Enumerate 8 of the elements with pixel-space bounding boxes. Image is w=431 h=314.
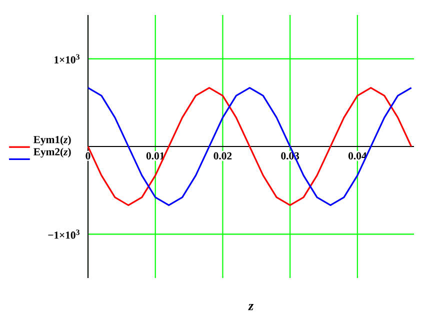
x-tick-label: 0 (86, 152, 90, 160)
x-tick-label: 0.01 (146, 152, 164, 160)
x-axis-title: z (248, 304, 254, 310)
x-tick-label: 0.02 (214, 152, 232, 160)
y-tick-label: −1×10$^{3}$ (48, 230, 80, 239)
legend-label: Eym2(z) (34, 148, 71, 158)
legend-label: Eym1(z) (34, 136, 71, 146)
y-tick-label: 1×10$^{3}$ (54, 54, 80, 64)
